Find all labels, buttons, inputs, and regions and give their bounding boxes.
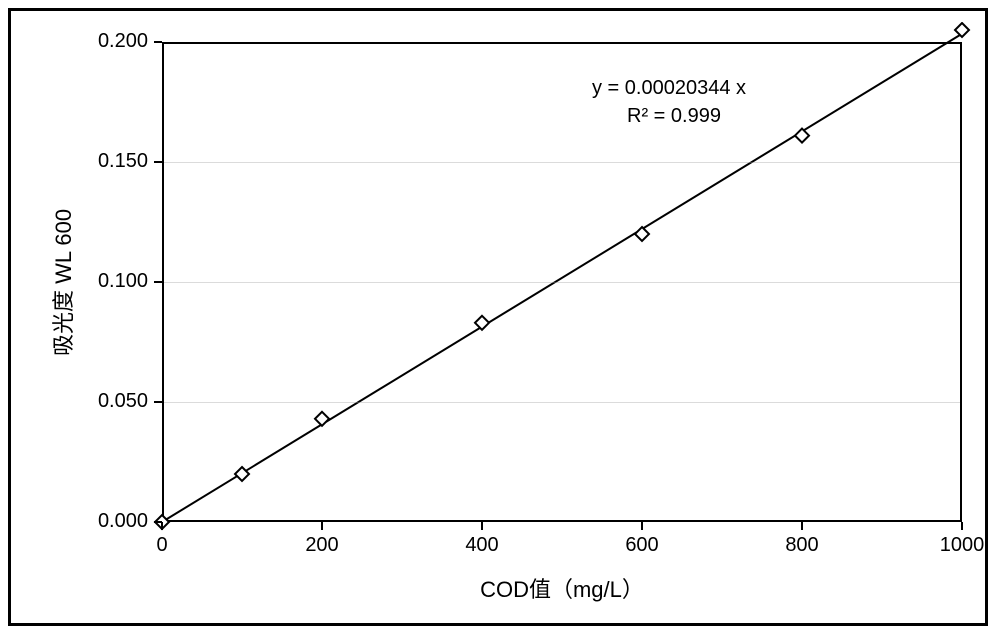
gridline-h: [164, 162, 960, 163]
x-tick-mark: [481, 522, 483, 530]
y-tick-label: 0.050: [84, 390, 148, 413]
y-tick-label: 0.150: [84, 150, 148, 173]
x-tick-mark: [641, 522, 643, 530]
x-tick-mark: [961, 522, 963, 530]
data-point: [795, 129, 809, 143]
fit-line: [162, 34, 962, 522]
y-tick-mark: [154, 401, 162, 403]
data-point: [315, 412, 329, 426]
x-tick-mark: [321, 522, 323, 530]
x-tick-label: 400: [452, 534, 512, 557]
x-tick-label: 200: [292, 534, 352, 557]
data-point: [635, 227, 649, 241]
gridline-h: [164, 282, 960, 283]
y-tick-mark: [154, 281, 162, 283]
data-point: [955, 23, 969, 37]
x-tick-label: 600: [612, 534, 672, 557]
x-tick-label: 1000: [932, 534, 992, 557]
x-tick-label: 0: [132, 534, 192, 557]
chart-svg: [22, 22, 974, 612]
y-tick-label: 0.100: [84, 270, 148, 293]
x-tick-mark: [161, 522, 163, 530]
y-tick-mark: [154, 41, 162, 43]
y-tick-label: 0.200: [84, 30, 148, 53]
x-tick-mark: [801, 522, 803, 530]
gridline-h: [164, 402, 960, 403]
data-point: [475, 316, 489, 330]
y-tick-label: 0.000: [84, 510, 148, 533]
y-tick-mark: [154, 161, 162, 163]
x-tick-label: 800: [772, 534, 832, 557]
chart-container: 吸光度 WL 600 COD值（mg/L） y = 0.00020344 x R…: [22, 22, 974, 612]
